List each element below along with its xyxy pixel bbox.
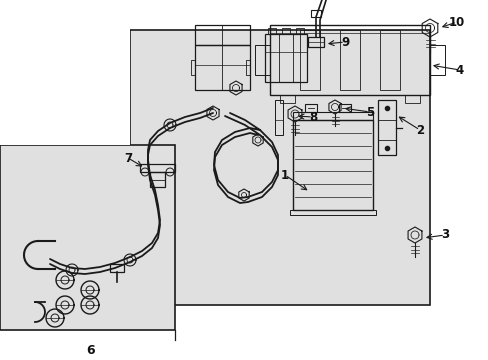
Bar — [264, 34, 306, 82]
Text: 9: 9 — [340, 36, 348, 49]
Bar — [379, 30, 399, 90]
Bar — [310, 10, 320, 17]
Bar — [307, 37, 324, 47]
Bar — [339, 30, 359, 90]
Text: 1: 1 — [281, 168, 288, 181]
Bar — [130, 30, 429, 305]
Bar — [404, 95, 419, 103]
Bar — [191, 60, 195, 75]
Bar — [254, 45, 269, 75]
Text: 2: 2 — [415, 123, 423, 136]
Bar — [195, 45, 249, 90]
Bar — [195, 25, 249, 45]
Bar — [150, 172, 164, 187]
Bar — [140, 164, 175, 172]
Bar — [292, 112, 372, 120]
Bar — [269, 25, 429, 95]
Bar — [110, 264, 124, 272]
Bar — [429, 45, 444, 75]
Bar — [245, 60, 249, 75]
Text: 10: 10 — [448, 15, 464, 28]
Text: 6: 6 — [86, 345, 95, 357]
Bar — [338, 104, 350, 112]
Bar — [0, 145, 175, 330]
Bar — [280, 95, 294, 103]
Bar — [267, 28, 275, 34]
Text: 7: 7 — [123, 152, 132, 165]
Bar — [292, 120, 372, 210]
Text: 8: 8 — [308, 111, 317, 123]
Bar — [0, 20, 130, 145]
Text: 5: 5 — [365, 105, 373, 118]
Bar — [299, 30, 319, 90]
Bar — [305, 104, 316, 112]
Bar — [295, 28, 304, 34]
Text: 4: 4 — [455, 63, 463, 77]
Bar — [274, 100, 283, 135]
Bar — [289, 210, 375, 215]
Text: 3: 3 — [440, 229, 448, 242]
Bar — [282, 28, 289, 34]
Bar — [377, 100, 395, 155]
